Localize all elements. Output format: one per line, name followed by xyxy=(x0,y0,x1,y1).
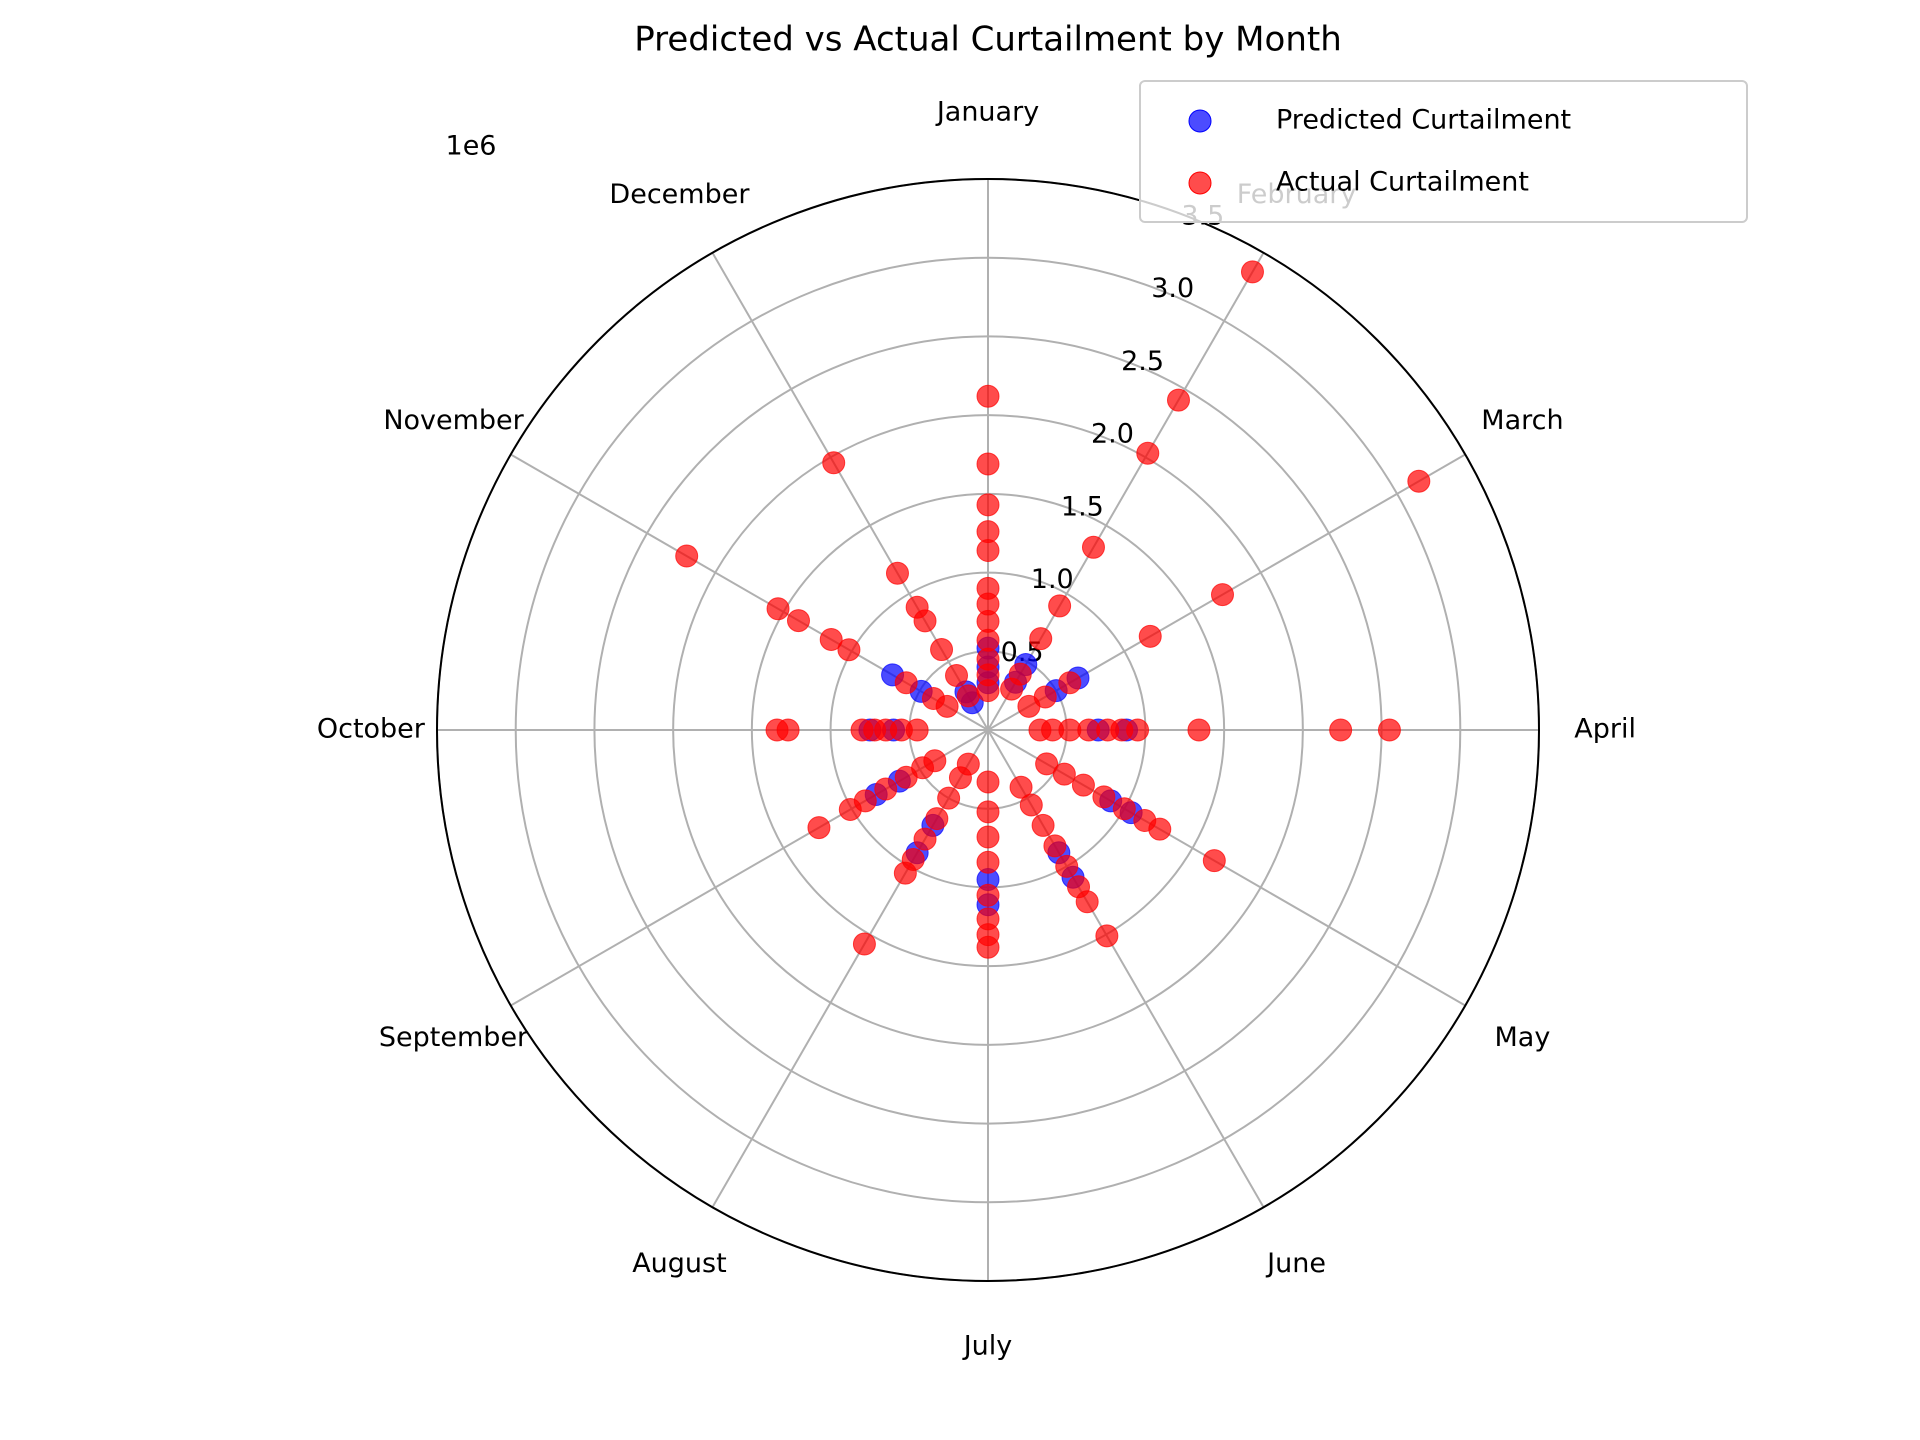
r-tick-label: 3.0 xyxy=(1151,273,1194,304)
point xyxy=(1210,583,1234,607)
point xyxy=(874,777,898,801)
point xyxy=(901,848,925,872)
point xyxy=(976,800,1000,824)
point xyxy=(1407,469,1431,493)
point xyxy=(1017,694,1041,718)
point xyxy=(905,718,929,742)
point xyxy=(852,932,876,956)
point xyxy=(1067,875,1091,899)
angle-label: March xyxy=(1481,405,1563,436)
point xyxy=(1035,752,1059,776)
point xyxy=(853,789,877,813)
point xyxy=(937,786,961,810)
point xyxy=(976,883,1000,907)
point xyxy=(976,384,1000,408)
point xyxy=(1081,535,1105,559)
point xyxy=(807,816,831,840)
legend-box xyxy=(1139,80,1748,223)
legend-label: Actual Curtailment xyxy=(1276,167,1529,198)
point xyxy=(1000,677,1024,701)
r-tick-label: 1.5 xyxy=(1061,491,1104,522)
angle-label: October xyxy=(317,714,426,745)
point xyxy=(1043,834,1067,858)
point xyxy=(1052,762,1076,786)
offset-label: 1e6 xyxy=(446,131,497,162)
angle-label: June xyxy=(1265,1248,1326,1279)
angle-label: November xyxy=(383,405,524,436)
point xyxy=(766,597,790,621)
point xyxy=(976,770,1000,794)
angle-label: April xyxy=(1574,714,1636,745)
point xyxy=(1071,773,1095,797)
point xyxy=(894,671,918,695)
point xyxy=(1028,718,1052,742)
point xyxy=(1092,785,1116,809)
point xyxy=(976,539,1000,563)
point xyxy=(837,638,861,662)
point xyxy=(1055,854,1079,878)
angle-label: May xyxy=(1495,1022,1551,1053)
point xyxy=(923,749,947,773)
point xyxy=(1112,797,1136,821)
point xyxy=(1095,924,1119,948)
point xyxy=(956,684,980,708)
point xyxy=(913,609,937,633)
angle-label: July xyxy=(962,1331,1013,1362)
point xyxy=(1138,624,1162,648)
point xyxy=(976,850,1000,874)
point xyxy=(1240,260,1264,284)
r-tick-label: 1.0 xyxy=(1031,564,1074,595)
chart-title: Predicted vs Actual Curtailment by Month xyxy=(634,20,1342,60)
point xyxy=(976,452,1000,476)
point xyxy=(1202,849,1226,873)
point xyxy=(913,827,937,851)
legend-label: Predicted Curtailment xyxy=(1276,105,1571,136)
r-tick-label: 2.5 xyxy=(1121,346,1164,377)
point xyxy=(1019,793,1043,817)
point xyxy=(945,663,969,687)
point xyxy=(935,694,959,718)
point xyxy=(1133,809,1157,833)
point xyxy=(1187,718,1211,742)
point xyxy=(786,609,810,633)
point xyxy=(925,807,949,831)
point xyxy=(819,627,843,651)
point xyxy=(976,825,1000,849)
point xyxy=(1058,671,1082,695)
point xyxy=(976,493,1000,517)
polar-frame xyxy=(436,178,1540,1282)
angle-label: September xyxy=(379,1022,529,1053)
point xyxy=(1377,718,1401,742)
point xyxy=(1009,775,1033,799)
point xyxy=(1329,718,1353,742)
point xyxy=(1136,441,1160,465)
point xyxy=(776,718,800,742)
legend-marker xyxy=(1188,171,1212,195)
point xyxy=(930,638,954,662)
point xyxy=(976,907,1000,931)
point xyxy=(885,561,909,585)
point xyxy=(976,679,1000,703)
point xyxy=(1029,627,1053,651)
point xyxy=(675,544,699,568)
grid-spoke xyxy=(987,252,1265,731)
point xyxy=(1048,594,1072,618)
point xyxy=(822,451,846,475)
angle-label: December xyxy=(609,179,750,210)
point xyxy=(1031,813,1055,837)
point xyxy=(956,752,980,776)
angle-label: January xyxy=(935,96,1039,127)
series xyxy=(675,260,1431,959)
angle-label: August xyxy=(632,1248,727,1279)
r-tick-label: 2.0 xyxy=(1091,419,1134,450)
point xyxy=(1166,388,1190,412)
legend-marker xyxy=(1188,109,1212,133)
